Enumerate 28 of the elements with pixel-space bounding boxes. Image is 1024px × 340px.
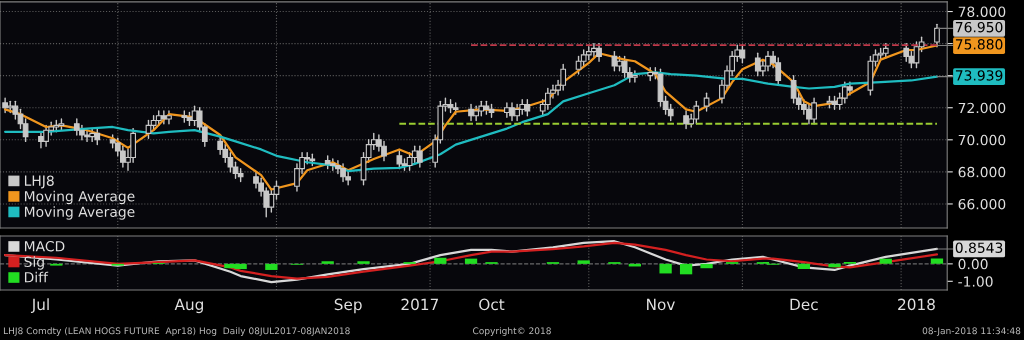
x-tick-label: Dec [790, 298, 818, 311]
y-tick-label: 78.000 [958, 6, 1006, 17]
legend-label: LHJ8 [24, 175, 54, 189]
x-tick-label: 2017 [401, 298, 438, 311]
legend-label: Moving Average [24, 206, 135, 220]
text: LHJ8 Comdty (LEAN HOGS FUTURE Apr18) Hog Daily 08JUL2017-08JAN2018 [3, 327, 350, 336]
x-tick-label: Aug [174, 298, 203, 314]
text: Copyright© 2018 [473, 327, 551, 336]
annotation: 75.880 [955, 39, 1003, 50]
x-tick-label: Oct [479, 298, 505, 311]
legend-label: Diff [24, 271, 49, 283]
legend-label: Sig [24, 256, 44, 270]
x-tick-label: Nov [647, 298, 675, 311]
y-tick-label: -1.00 [958, 276, 993, 287]
y-tick-label: 70.000 [958, 134, 1006, 146]
y-tick-label: 66.000 [958, 198, 1006, 210]
x-tick-label: Jul [30, 298, 49, 314]
x-tick-label: 2018 [898, 298, 935, 311]
y-tick-label: 68.000 [958, 166, 1006, 178]
annotation: 73.939 [955, 70, 1003, 81]
text: 08-Jan-2018 11:34:48 [922, 327, 1021, 336]
series-label: MACD [24, 240, 65, 252]
annotation: 76.950 [955, 21, 1003, 33]
y-tick-label: 0.00 [958, 258, 988, 270]
x-tick-label: Sep [334, 298, 362, 314]
legend-label: Moving Average [24, 190, 135, 205]
annotation: 0.8543 [955, 242, 1003, 253]
y-tick-label: 72.000 [958, 102, 1006, 114]
